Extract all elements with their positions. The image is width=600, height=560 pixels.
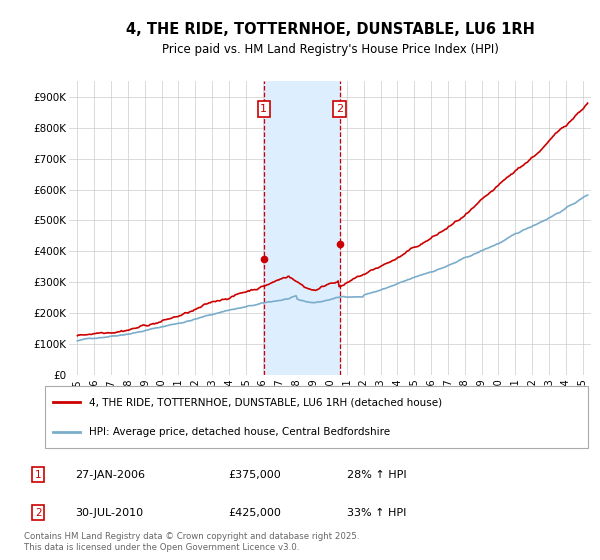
Text: £425,000: £425,000: [228, 507, 281, 517]
Text: 33% ↑ HPI: 33% ↑ HPI: [347, 507, 407, 517]
Bar: [264, 81, 340, 375]
Text: 4, THE RIDE, TOTTERNHOE, DUNSTABLE, LU6 1RH (detached house): 4, THE RIDE, TOTTERNHOE, DUNSTABLE, LU6 …: [89, 398, 442, 408]
Text: 28% ↑ HPI: 28% ↑ HPI: [347, 470, 407, 480]
Text: 30-JUL-2010: 30-JUL-2010: [75, 507, 143, 517]
Text: 2: 2: [336, 104, 343, 114]
Text: Price paid vs. HM Land Registry's House Price Index (HPI): Price paid vs. HM Land Registry's House …: [161, 43, 499, 56]
Text: £375,000: £375,000: [228, 470, 281, 480]
Text: 27-JAN-2006: 27-JAN-2006: [75, 470, 145, 480]
Text: 2: 2: [35, 507, 41, 517]
Text: 4, THE RIDE, TOTTERNHOE, DUNSTABLE, LU6 1RH: 4, THE RIDE, TOTTERNHOE, DUNSTABLE, LU6 …: [125, 22, 535, 36]
FancyBboxPatch shape: [45, 386, 588, 448]
Text: HPI: Average price, detached house, Central Bedfordshire: HPI: Average price, detached house, Cent…: [89, 427, 390, 437]
Text: Contains HM Land Registry data © Crown copyright and database right 2025.
This d: Contains HM Land Registry data © Crown c…: [24, 532, 359, 552]
Text: 1: 1: [260, 104, 268, 114]
Text: 1: 1: [35, 470, 41, 480]
